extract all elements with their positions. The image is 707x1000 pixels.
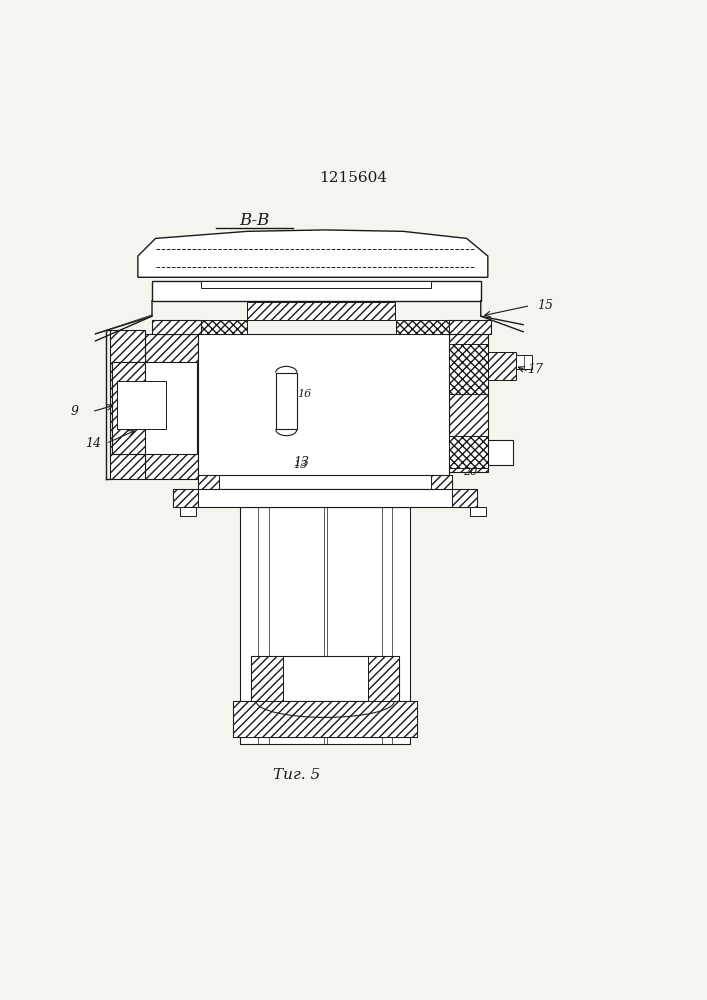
Polygon shape	[488, 352, 516, 380]
Polygon shape	[449, 344, 488, 394]
Bar	[198, 475, 452, 489]
Polygon shape	[201, 320, 247, 334]
Bar	[240, 507, 410, 744]
Text: 14: 14	[85, 437, 101, 450]
Text: 1215604: 1215604	[320, 171, 387, 185]
Polygon shape	[488, 440, 513, 465]
Polygon shape	[145, 334, 198, 479]
Text: 17: 17	[527, 363, 543, 376]
Bar	[516, 355, 532, 369]
Bar	[152, 281, 481, 301]
Polygon shape	[138, 230, 488, 277]
Polygon shape	[452, 489, 477, 507]
Polygon shape	[110, 330, 145, 479]
Bar	[247, 302, 395, 320]
Polygon shape	[445, 320, 491, 334]
Bar	[173, 489, 477, 507]
Text: 9: 9	[71, 405, 78, 418]
Polygon shape	[449, 334, 488, 472]
Polygon shape	[431, 475, 452, 489]
Polygon shape	[368, 656, 399, 701]
Text: 16: 16	[297, 389, 311, 399]
Bar	[117, 381, 166, 429]
Text: 15: 15	[537, 299, 554, 312]
Bar	[251, 656, 399, 701]
Text: Τиг. 5: Τиг. 5	[274, 768, 320, 782]
Text: B-B: B-B	[240, 212, 269, 229]
Bar	[180, 507, 196, 516]
Bar	[198, 334, 449, 479]
Polygon shape	[251, 656, 283, 701]
Text: 13: 13	[293, 456, 310, 469]
Bar	[276, 373, 297, 429]
Polygon shape	[233, 701, 417, 737]
Bar	[470, 507, 486, 516]
Polygon shape	[173, 489, 198, 507]
Polygon shape	[247, 302, 395, 320]
Bar	[233, 701, 417, 737]
Polygon shape	[198, 475, 219, 489]
Bar	[112, 362, 197, 454]
Text: 20: 20	[463, 467, 477, 477]
Polygon shape	[396, 320, 449, 334]
Bar	[201, 281, 431, 288]
Text: 13: 13	[293, 460, 308, 470]
Polygon shape	[449, 436, 488, 468]
Polygon shape	[112, 362, 145, 454]
Polygon shape	[152, 320, 201, 334]
